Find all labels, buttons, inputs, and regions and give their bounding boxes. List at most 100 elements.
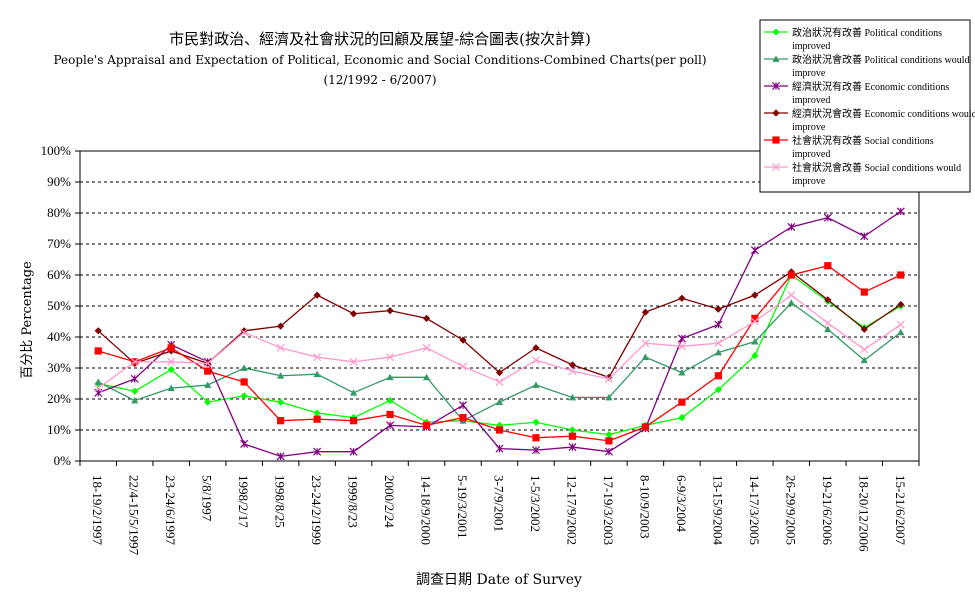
data-point: [313, 353, 322, 362]
y-tick-label: 80%: [47, 205, 71, 220]
data-point: [787, 299, 795, 306]
data-point: [677, 342, 686, 351]
data-point: [459, 336, 467, 344]
data-point: [604, 447, 613, 456]
data-point: [604, 374, 613, 383]
x-tick-label: 5-19/3/2001: [455, 475, 470, 539]
data-point: [860, 232, 869, 241]
data-point: [495, 369, 504, 377]
data-point: [531, 356, 541, 365]
x-tick-label: 17-19/3/2003: [601, 475, 616, 545]
data-point: [824, 262, 832, 270]
x-tick-label: 1-5/3/2002: [528, 475, 543, 532]
x-axis-label: 調查日期 Date of Survey: [416, 572, 582, 588]
data-point: [750, 246, 759, 255]
y-tick-label: 70%: [47, 236, 71, 251]
x-tick-label: 6-9/3/2004: [674, 475, 689, 533]
data-point: [130, 357, 139, 366]
data-point: [203, 359, 212, 368]
data-point: [568, 432, 577, 440]
data-point: [94, 347, 102, 355]
data-point: [422, 314, 431, 322]
data-point: [386, 421, 395, 430]
data-point: [532, 418, 540, 426]
data-point: [824, 325, 832, 333]
data-point: [641, 308, 650, 316]
data-point: [277, 398, 285, 406]
data-point: [458, 401, 468, 410]
series-lines: [94, 207, 905, 461]
data-point: [714, 386, 722, 394]
legend-label: 社會狀況會改善 Social conditions would improve: [792, 161, 961, 187]
data-point: [167, 357, 176, 366]
data-point: [896, 207, 905, 216]
chart-date-range: (12/1992 - 6/2007): [323, 73, 436, 87]
x-tick-label: 14-18/9/2000: [419, 475, 434, 545]
series-3: [94, 268, 905, 381]
chart-subtitle: People's Appraisal and Expectation of Po…: [53, 53, 706, 67]
data-point: [422, 421, 431, 429]
data-point: [313, 370, 321, 378]
data-point: [349, 389, 358, 396]
series-1: [94, 299, 905, 424]
data-point: [787, 222, 796, 231]
data-point: [860, 356, 868, 364]
data-point: [605, 437, 613, 445]
x-tick-label: 12-17/9/2002: [564, 475, 579, 545]
x-tick-label: 2000/2/24: [382, 475, 397, 528]
data-point: [167, 365, 175, 374]
legend-item: 社會狀況會改善 Social conditions would improve: [764, 161, 961, 187]
data-point: [641, 339, 650, 348]
data-point: [459, 414, 467, 422]
data-point: [678, 369, 686, 376]
data-point: [714, 339, 723, 348]
data-point: [605, 373, 613, 381]
legend-item: 政治狀況會改善 Political conditions would improv…: [764, 53, 970, 79]
data-point: [605, 393, 613, 401]
legend-marker: [772, 28, 780, 36]
data-point: [678, 294, 686, 302]
x-tick-label: 14-17/3/2005: [747, 475, 762, 545]
data-point: [641, 353, 650, 361]
legend-label: 政治狀況會改善 Political conditions would improv…: [792, 53, 970, 79]
data-point: [751, 291, 759, 299]
data-point: [313, 415, 321, 423]
data-point: [276, 452, 285, 461]
data-point: [313, 409, 321, 417]
legend-marker: [771, 162, 781, 172]
data-point: [204, 398, 212, 406]
data-point: [678, 398, 686, 406]
x-tick-label: 1998/2/17: [236, 475, 251, 528]
data-point: [896, 320, 905, 329]
data-point: [277, 417, 285, 425]
legend-item: 經濟狀況會改善 Economic conditions would improve: [764, 107, 975, 133]
data-point: [130, 374, 139, 383]
x-tick-label: 23-24/6/1997: [163, 475, 178, 546]
data-point: [531, 446, 541, 455]
data-point: [568, 367, 577, 376]
legend-label: 社會狀況有改善 Social conditions improved: [792, 134, 934, 160]
x-tick-label: 18-19/2/1997: [90, 475, 105, 546]
series-2: [94, 207, 905, 461]
y-tick-label: 0%: [54, 453, 72, 468]
x-tick-label: 23-24/2/1999: [309, 475, 324, 545]
series-5: [94, 291, 905, 393]
y-axis-ticks: 0% 10% 20% 30% 40% 50% 60% 70% 80% 90% 100%: [41, 143, 80, 468]
y-tick-label: 90%: [47, 174, 71, 189]
data-point: [751, 314, 759, 322]
data-point: [240, 378, 248, 386]
legend: 政治狀況有改善 Political conditions improved政治狀況…: [764, 26, 975, 187]
y-tick-label: 20%: [47, 391, 71, 406]
data-point: [714, 348, 722, 356]
data-point: [568, 426, 577, 434]
data-point: [641, 423, 650, 431]
data-point: [714, 320, 723, 329]
x-tick-label: 26-29/9/2005: [783, 475, 798, 545]
legend-label: 經濟狀況會改善 Economic conditions would improve: [792, 107, 975, 133]
data-point: [313, 447, 322, 456]
y-tick-label: 60%: [47, 267, 71, 282]
gridlines: [80, 181, 919, 431]
data-point: [240, 364, 248, 371]
data-point: [386, 396, 394, 405]
